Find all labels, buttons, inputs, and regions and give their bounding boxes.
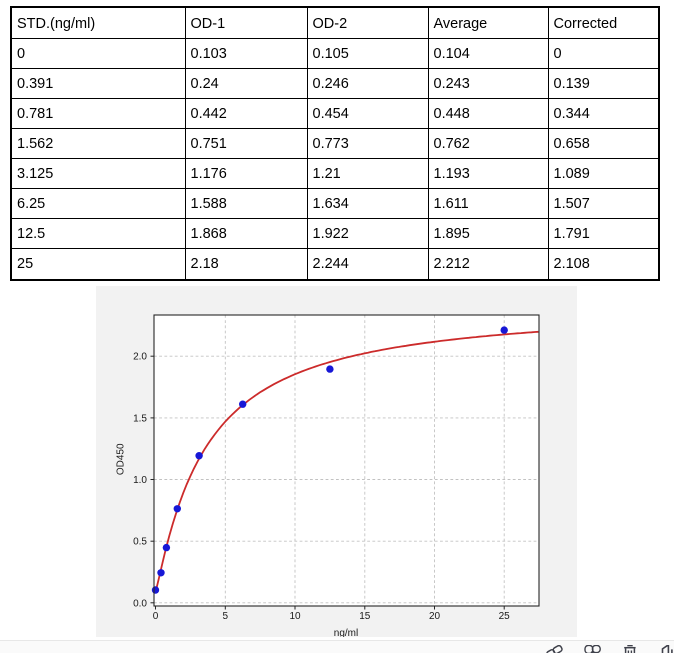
svg-text:1.0: 1.0	[133, 475, 147, 486]
svg-text:0: 0	[153, 611, 159, 622]
svg-text:0.0: 0.0	[133, 598, 147, 609]
svg-text:ng/ml: ng/ml	[334, 628, 358, 637]
svg-text:5: 5	[223, 611, 229, 622]
svg-text:20: 20	[429, 611, 441, 622]
svg-text:2.0: 2.0	[133, 352, 147, 363]
svg-text:25: 25	[499, 611, 511, 622]
svg-text:15: 15	[359, 611, 371, 622]
svg-text:10: 10	[289, 611, 301, 622]
svg-text:OD450: OD450	[116, 443, 127, 475]
svg-text:0.5: 0.5	[133, 537, 147, 548]
svg-text:1.5: 1.5	[133, 413, 147, 424]
